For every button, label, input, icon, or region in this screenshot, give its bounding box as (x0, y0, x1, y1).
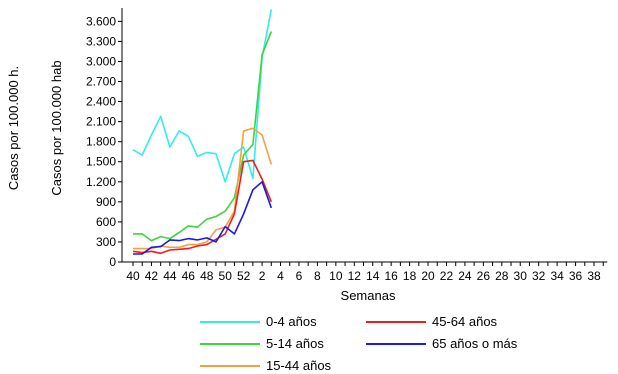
x-tick-label: 24 (458, 269, 472, 283)
x-tick-label: 2 (259, 269, 266, 283)
y-tick-label: 300 (96, 235, 116, 249)
x-tick-label: 10 (329, 269, 343, 283)
y-tick-label: 3.000 (86, 54, 116, 68)
x-tick-label: 40 (126, 269, 140, 283)
legend-label: 0-4 años (266, 314, 317, 329)
legend-item: 65 años o más (366, 336, 518, 351)
x-tick-label: 44 (163, 269, 177, 283)
x-tick-label: 28 (495, 269, 509, 283)
y-tick-label: 600 (96, 215, 116, 229)
x-tick-label: 20 (421, 269, 435, 283)
x-tick-label: 48 (200, 269, 214, 283)
legend: 0-4 años 45-64 años 5-14 años 65 años o más… (200, 314, 518, 373)
outer-y-axis-label: Casos por 100.000 h. (6, 66, 21, 190)
series-lines (132, 9, 273, 255)
y-tick-label: 0 (109, 255, 116, 269)
x-tick-label: 6 (296, 269, 303, 283)
x-tick-label: 50 (219, 269, 233, 283)
x-tick-label: 42 (145, 269, 159, 283)
y-tick-label: 2.400 (86, 95, 116, 109)
x-tick-label: 34 (550, 269, 564, 283)
x-tick-label: 32 (532, 269, 546, 283)
x-tick-label: 52 (237, 269, 251, 283)
x-tick-label: 4 (277, 269, 284, 283)
y-tick-label: 1.800 (86, 135, 116, 149)
y-tick-label: 1.500 (86, 155, 116, 169)
legend-item: 5-14 años (200, 336, 324, 351)
y-tick-label: 3.600 (86, 14, 116, 28)
x-tick-label: 8 (314, 269, 321, 283)
legend-item: 0-4 años (200, 314, 317, 329)
x-axis: 40 42 44 46 48 50 52 2 4 6 8 10 12 14 16 18 20 22 24 26 28 30… (122, 261, 608, 283)
x-tick-label: 30 (514, 269, 528, 283)
y-axis: 0 300 600 900 1.200 1.500 1.800 2.100 2.400 2.700… (86, 8, 123, 269)
legend-item: 45-64 años (366, 314, 498, 329)
x-tick-label: 18 (403, 269, 417, 283)
x-tick-label: 22 (440, 269, 454, 283)
legend-label: 45-64 años (432, 314, 498, 329)
y-tick-label: 3.300 (86, 34, 116, 48)
y-tick-label: 900 (96, 195, 116, 209)
series-line-45-64-años (132, 159, 273, 255)
x-tick-label: 16 (384, 269, 398, 283)
x-tick-label: 36 (569, 269, 583, 283)
series-line-5-14-años (133, 31, 273, 242)
series-line-65-años-o-más (133, 181, 273, 255)
x-axis-label: Semanas (341, 288, 396, 303)
legend-item: 15-44 años (200, 358, 332, 373)
x-tick-label: 46 (182, 269, 196, 283)
y-tick-label: 2.700 (86, 75, 116, 89)
y-axis-label: Casos por 100.000 hab (49, 60, 64, 195)
y-tick-label: 1.200 (86, 175, 116, 189)
x-tick-label: 12 (348, 269, 362, 283)
legend-label: 5-14 años (266, 336, 324, 351)
legend-label: 15-44 años (266, 358, 332, 373)
legend-label: 65 años o más (432, 336, 518, 351)
x-tick-label: 26 (477, 269, 491, 283)
series-line-0-4-años (132, 9, 273, 183)
x-tick-label: 14 (366, 269, 380, 283)
x-tick-label: 38 (587, 269, 601, 283)
y-tick-label: 2.100 (86, 115, 116, 129)
